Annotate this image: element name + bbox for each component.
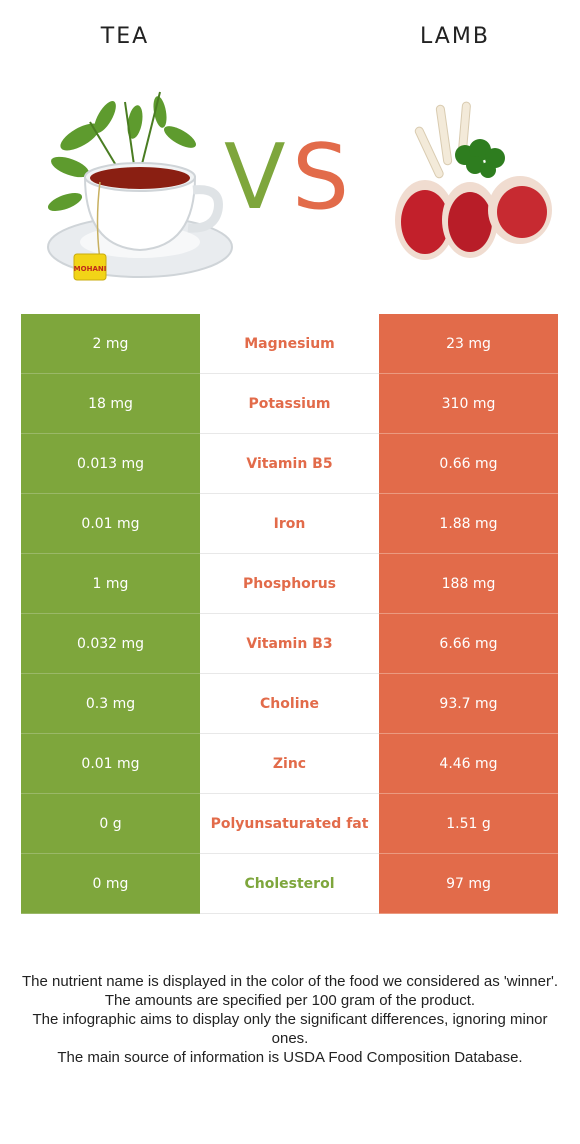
tea-value: 0.3 mg: [21, 674, 200, 733]
footnote-line: The nutrient name is displayed in the co…: [21, 973, 559, 990]
lamb-value: 97 mg: [379, 854, 558, 913]
table-row: 0.01 mg Iron 1.88 mg: [21, 494, 558, 554]
nutrient-name: Iron: [200, 494, 379, 553]
table-row: 0.3 mg Choline 93.7 mg: [21, 674, 558, 734]
row-divider: [200, 793, 379, 794]
row-divider: [379, 613, 558, 614]
tea-value: 0 mg: [21, 854, 200, 913]
food-title-tea: TEA: [100, 24, 150, 49]
row-divider: [200, 913, 379, 914]
nutrient-name: Vitamin B5: [200, 434, 379, 493]
nutrient-name: Phosphorus: [200, 554, 379, 613]
row-divider: [200, 373, 379, 374]
lamb-value: 4.46 mg: [379, 734, 558, 793]
row-divider: [21, 793, 200, 794]
vs-s: S: [292, 125, 350, 230]
lamb-value: 0.66 mg: [379, 434, 558, 493]
food-title-lamb: LAMB: [420, 24, 490, 49]
footnote: The nutrient name is displayed in the co…: [20, 972, 560, 1067]
lamb-value: 310 mg: [379, 374, 558, 433]
row-divider: [379, 433, 558, 434]
nutrient-name: Magnesium: [200, 314, 379, 373]
row-divider: [21, 493, 200, 494]
table-row: 0 g Polyunsaturated fat 1.51 g: [21, 794, 558, 854]
tea-value: 0.01 mg: [21, 734, 200, 793]
tea-value: 18 mg: [21, 374, 200, 433]
nutrient-name: Choline: [200, 674, 379, 733]
tea-cup-icon: MOHANI: [47, 91, 233, 281]
nutrient-name: Vitamin B3: [200, 614, 379, 673]
row-divider: [379, 673, 558, 674]
nutrient-name: Cholesterol: [200, 854, 379, 913]
tea-value: 1 mg: [21, 554, 200, 613]
row-divider: [379, 733, 558, 734]
row-divider: [379, 913, 558, 914]
tea-value: 0.032 mg: [21, 614, 200, 673]
comparison-table: 2 mg Magnesium 23 mg 18 mg Potassium 310 mg 0.…: [21, 314, 558, 914]
lamb-chops-icon: [395, 101, 552, 260]
nutrient-name: Zinc: [200, 734, 379, 793]
row-divider: [21, 613, 200, 614]
lamb-value: 1.51 g: [379, 794, 558, 853]
row-divider: [200, 553, 379, 554]
row-divider: [200, 493, 379, 494]
row-divider: [21, 433, 200, 434]
tea-value: 0.01 mg: [21, 494, 200, 553]
footnote-line: The infographic aims to display only the…: [32, 1011, 548, 1047]
nutrient-name: Polyunsaturated fat: [200, 794, 379, 853]
tea-bag-label: MOHANI: [74, 265, 107, 273]
lamb-value: 188 mg: [379, 554, 558, 613]
nutrient-name: Potassium: [200, 374, 379, 433]
lamb-value: 93.7 mg: [379, 674, 558, 733]
lamb-value: 1.88 mg: [379, 494, 558, 553]
row-divider: [379, 493, 558, 494]
lamb-value: 23 mg: [379, 314, 558, 373]
tea-value: 0.013 mg: [21, 434, 200, 493]
table-row: 0.032 mg Vitamin B3 6.66 mg: [21, 614, 558, 674]
table-row: 0 mg Cholesterol 97 mg: [21, 854, 558, 914]
row-divider: [200, 733, 379, 734]
row-divider: [379, 553, 558, 554]
row-divider: [200, 673, 379, 674]
table-row: 18 mg Potassium 310 mg: [21, 374, 558, 434]
row-divider: [200, 853, 379, 854]
row-divider: [200, 613, 379, 614]
table-row: 0.013 mg Vitamin B5 0.66 mg: [21, 434, 558, 494]
row-divider: [379, 853, 558, 854]
row-divider: [21, 913, 200, 914]
vs-label: V S: [218, 128, 358, 228]
table-row: 0.01 mg Zinc 4.46 mg: [21, 734, 558, 794]
row-divider: [21, 853, 200, 854]
table-row: 2 mg Magnesium 23 mg: [21, 314, 558, 374]
tea-value: 0 g: [21, 794, 200, 853]
vs-v: V: [224, 125, 286, 230]
row-divider: [200, 433, 379, 434]
row-divider: [379, 373, 558, 374]
footnote-line: The main source of information is USDA F…: [57, 1049, 523, 1066]
table-row: 1 mg Phosphorus 188 mg: [21, 554, 558, 614]
row-divider: [21, 673, 200, 674]
row-divider: [379, 793, 558, 794]
footnote-line: The amounts are specified per 100 gram o…: [104, 992, 476, 1009]
row-divider: [21, 553, 200, 554]
row-divider: [21, 373, 200, 374]
tea-value: 2 mg: [21, 314, 200, 373]
lamb-value: 6.66 mg: [379, 614, 558, 673]
row-divider: [21, 733, 200, 734]
